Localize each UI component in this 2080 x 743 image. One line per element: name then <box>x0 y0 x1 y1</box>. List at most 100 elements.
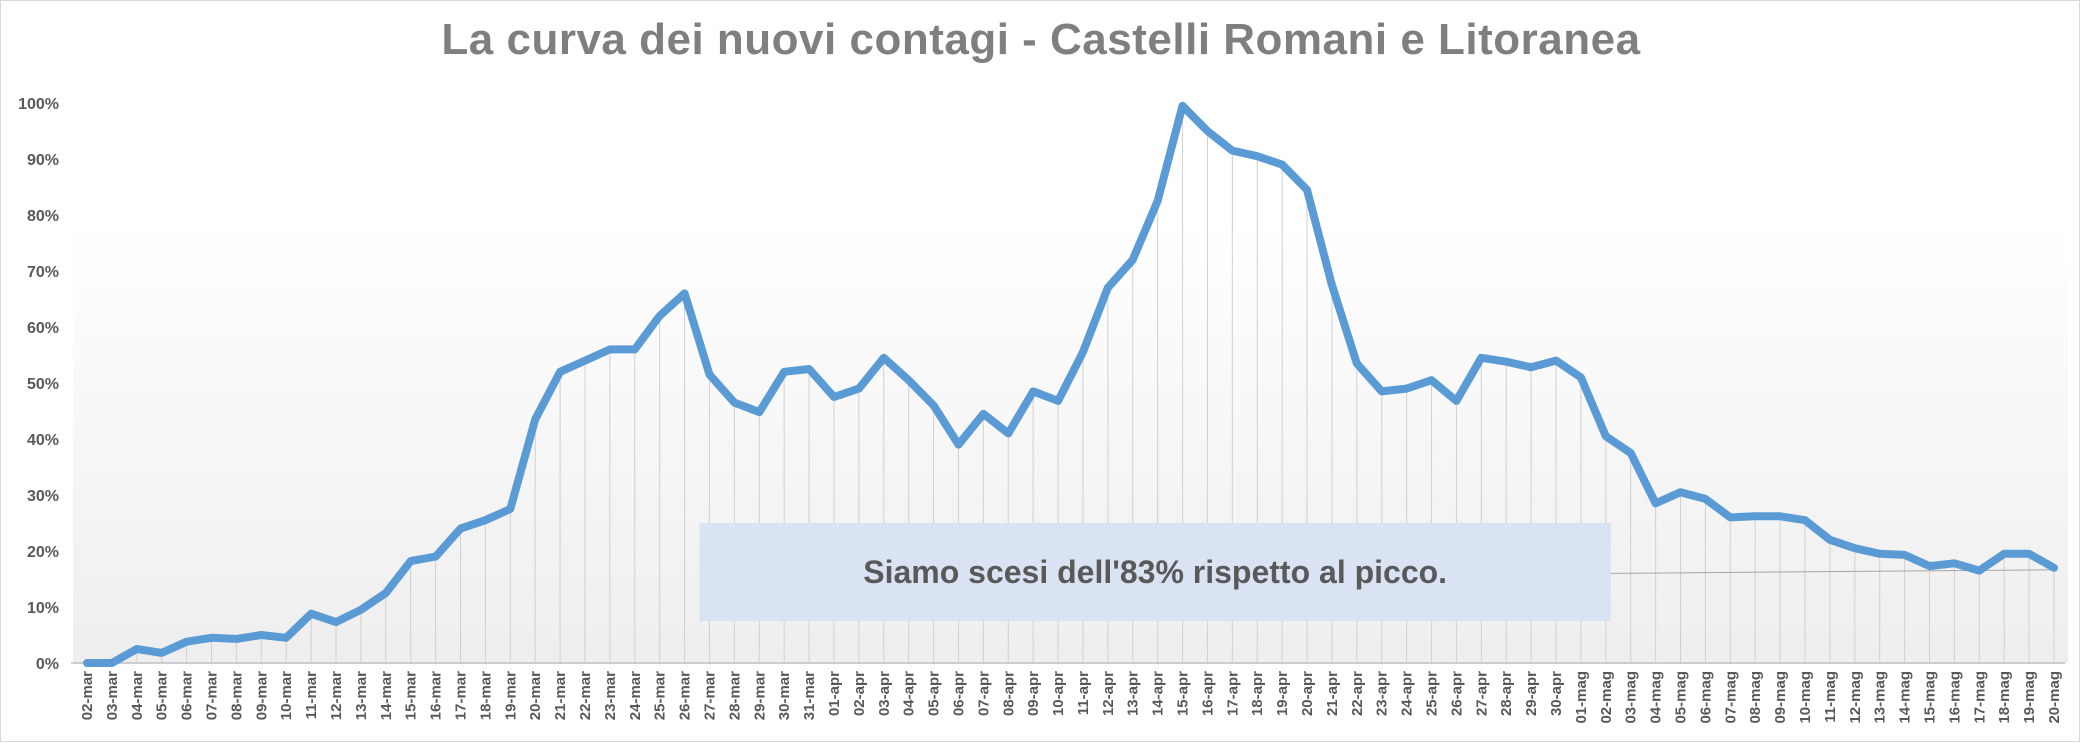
data-point <box>83 659 91 667</box>
x-tick-label: 13-apr <box>1125 671 1142 716</box>
data-point <box>282 634 290 642</box>
x-tick-label: 13-mar <box>353 671 370 720</box>
data-point <box>905 376 913 384</box>
x-tick-label: 07-mag <box>1722 671 1739 724</box>
x-tick-label: 05-mar <box>154 671 171 720</box>
data-point <box>1129 256 1137 264</box>
x-tick-label: 07-apr <box>975 671 992 716</box>
y-tick-label: 70% <box>27 264 59 281</box>
x-tick-label: 09-apr <box>1025 671 1042 716</box>
data-point <box>357 606 365 614</box>
data-point <box>1403 385 1411 393</box>
data-point <box>332 618 340 626</box>
x-tick-label: 13-mag <box>1872 671 1889 724</box>
data-point <box>581 357 589 365</box>
x-tick-label: 07-mar <box>203 671 220 720</box>
data-point <box>705 371 713 379</box>
x-tick-label: 10-mar <box>278 671 295 720</box>
data-point <box>232 635 240 643</box>
data-point <box>556 368 564 376</box>
annotation-group: Siamo scesi dell'83% rispetto al picco. <box>699 523 2053 621</box>
x-tick-label: 22-apr <box>1349 671 1366 716</box>
y-tick-label: 20% <box>27 544 59 561</box>
x-tick-label: 08-apr <box>1000 671 1017 716</box>
y-tick-label: 60% <box>27 320 59 337</box>
x-tick-label: 19-mag <box>2021 671 2038 724</box>
x-tick-label: 26-mar <box>677 671 694 720</box>
x-tick-label: 06-apr <box>950 671 967 716</box>
data-point <box>930 401 938 409</box>
data-point <box>1851 544 1859 552</box>
data-point <box>1079 348 1087 356</box>
data-point <box>108 659 116 667</box>
x-tick-label: 26-apr <box>1448 671 1465 716</box>
data-point <box>1154 197 1162 205</box>
y-tick-label: 0% <box>36 656 59 673</box>
x-tick-label: 09-mag <box>1772 671 1789 724</box>
data-point <box>183 638 191 646</box>
x-tick-label: 05-mag <box>1673 671 1690 724</box>
data-point <box>606 345 614 353</box>
x-tick-label: 25-apr <box>1424 671 1441 716</box>
data-point <box>880 354 888 362</box>
x-tick-label: 31-mar <box>801 671 818 720</box>
data-point <box>656 312 664 320</box>
x-tick-label: 11-apr <box>1075 671 1092 715</box>
data-point <box>2000 550 2008 558</box>
x-tick-label: 21-apr <box>1324 671 1341 716</box>
x-tick-label: 18-mar <box>477 671 494 720</box>
x-tick-label: 29-apr <box>1523 671 1540 716</box>
x-tick-label: 21-mar <box>552 671 569 720</box>
x-tick-label: 25-mar <box>652 671 669 720</box>
y-tick-label: 40% <box>27 432 59 449</box>
data-point <box>1826 536 1834 544</box>
x-tick-label: 14-apr <box>1150 671 1167 716</box>
y-tick-label: 100% <box>18 96 59 113</box>
x-tick-label: 17-mar <box>452 671 469 720</box>
data-point <box>2025 550 2033 558</box>
data-point <box>432 553 440 561</box>
data-point <box>2050 564 2058 572</box>
x-tick-label: 06-mag <box>1697 671 1714 724</box>
x-tick-label: 02-apr <box>851 671 868 716</box>
data-point <box>730 399 738 407</box>
x-tick-label: 20-mar <box>527 671 544 720</box>
x-tick-label: 16-mar <box>428 671 445 720</box>
x-tick-label: 04-apr <box>901 671 918 716</box>
data-point <box>1303 186 1311 194</box>
data-point <box>1901 551 1909 559</box>
x-tick-label: 06-mar <box>179 671 196 720</box>
data-point <box>1228 147 1236 155</box>
data-point <box>1477 354 1485 362</box>
x-tick-label: 16-mag <box>1946 671 1963 724</box>
data-point <box>855 385 863 393</box>
x-tick-label: 05-apr <box>926 671 943 716</box>
data-point <box>1428 376 1436 384</box>
data-point <box>1502 358 1510 366</box>
x-tick-label: 28-mar <box>726 671 743 720</box>
x-tick-label: 15-mag <box>1922 671 1939 724</box>
x-tick-label: 03-mag <box>1623 671 1640 724</box>
x-tick-label: 03-mar <box>104 671 121 720</box>
data-point <box>755 408 763 416</box>
data-point <box>506 505 514 513</box>
data-point <box>1726 513 1734 521</box>
x-tick-label: 19-mar <box>502 671 519 720</box>
data-point <box>1353 359 1361 367</box>
x-tick-label: 22-mar <box>577 671 594 720</box>
data-point <box>1104 284 1112 292</box>
data-point <box>1552 357 1560 365</box>
data-point <box>1004 429 1012 437</box>
data-point <box>1278 161 1286 169</box>
x-tick-label: 24-mar <box>627 671 644 720</box>
data-point <box>1627 449 1635 457</box>
x-tick-label: 29-mar <box>751 671 768 720</box>
data-point <box>780 368 788 376</box>
x-tick-label: 17-apr <box>1224 671 1241 716</box>
data-point <box>158 649 166 657</box>
data-point <box>830 393 838 401</box>
data-point <box>1527 363 1535 371</box>
x-tick-label: 18-apr <box>1249 671 1266 716</box>
data-point <box>207 634 215 642</box>
